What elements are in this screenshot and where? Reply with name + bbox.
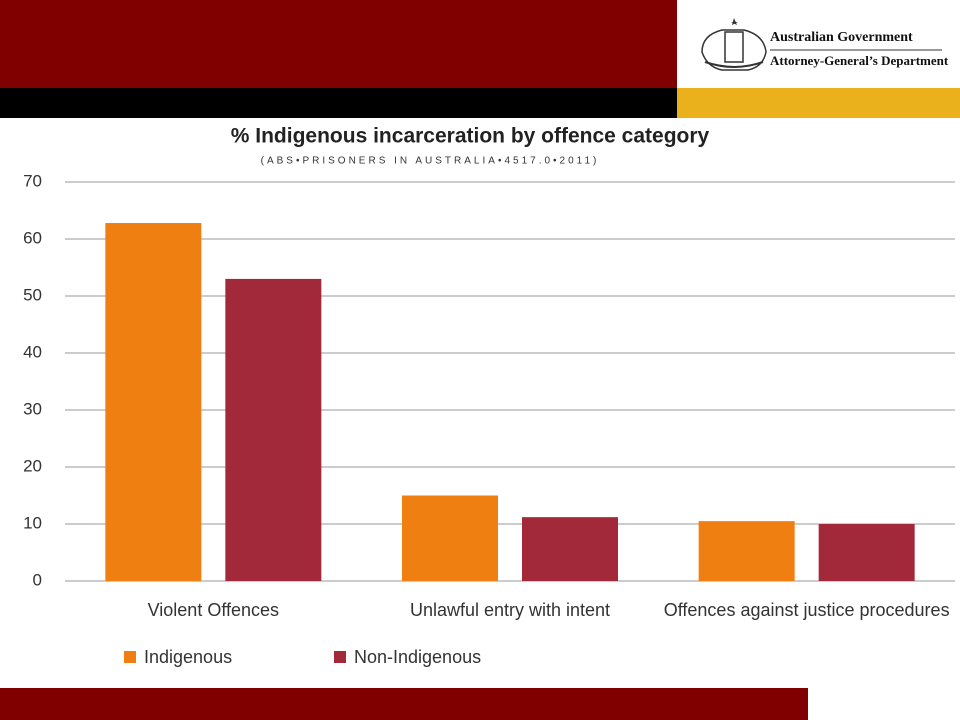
x-tick-label: Offences against justice procedures — [663, 600, 950, 620]
legend-label: Indigenous — [144, 647, 232, 667]
banner — [0, 0, 677, 88]
chart-subtitle: (ABS•PRISONERS IN AUSTRALIA•4517.0•2011) — [261, 156, 600, 167]
gold-bar — [677, 88, 960, 118]
bar — [698, 521, 795, 581]
coat-of-arms — [701, 18, 767, 71]
y-tick-label: 60 — [23, 228, 42, 247]
x-tick-label: Unlawful entry with intent — [409, 600, 611, 620]
legend-swatch — [124, 651, 136, 663]
legend-label: Non-Indigenous — [354, 647, 481, 667]
footer-bar — [0, 688, 808, 720]
x-tick-label: Violent Offences — [147, 600, 280, 620]
gov-title: Australian Government — [770, 30, 913, 45]
y-tick-label: 20 — [23, 456, 42, 475]
y-tick-label: 10 — [23, 513, 42, 532]
chart-title: % Indigenous incarceration by offence ca… — [231, 125, 710, 148]
y-tick-label: 30 — [23, 399, 42, 418]
bar — [105, 223, 202, 582]
y-tick-label: 0 — [33, 570, 42, 589]
dept-title: Attorney-General’s Department — [770, 53, 949, 68]
y-tick-label: 70 — [23, 171, 42, 190]
bar — [402, 495, 498, 581]
legend-swatch — [334, 651, 346, 663]
bar — [818, 524, 915, 581]
y-tick-label: 40 — [23, 342, 42, 361]
bar — [522, 517, 618, 581]
bar — [225, 278, 322, 581]
y-tick-label: 50 — [23, 285, 42, 304]
black-bar — [0, 88, 677, 118]
